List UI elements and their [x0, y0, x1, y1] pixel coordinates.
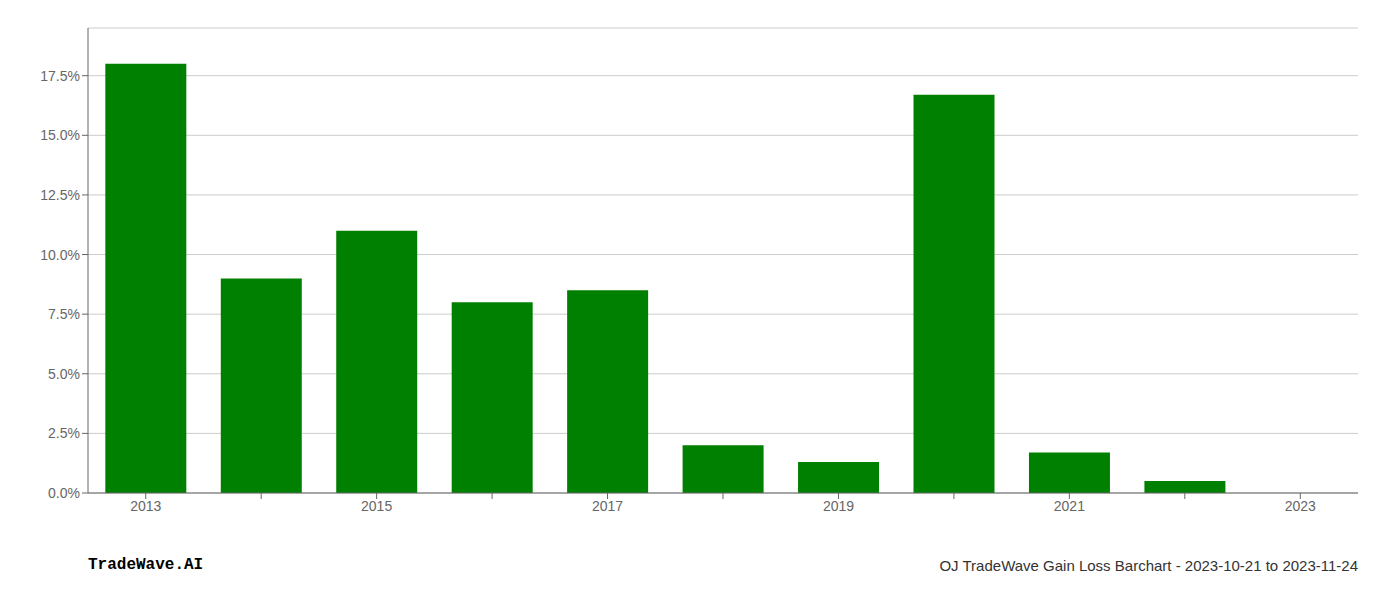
svg-text:2023: 2023	[1285, 498, 1316, 514]
svg-text:5.0%: 5.0%	[48, 366, 80, 382]
svg-text:2017: 2017	[592, 498, 623, 514]
svg-text:2021: 2021	[1054, 498, 1085, 514]
svg-text:15.0%: 15.0%	[40, 127, 80, 143]
svg-text:2.5%: 2.5%	[48, 425, 80, 441]
svg-text:0.0%: 0.0%	[48, 485, 80, 501]
svg-text:17.5%: 17.5%	[40, 68, 80, 84]
html-text:OJ TradeWave Gain Loss Barchar: OJ TradeWave Gain Loss Barchart - 2023-1…	[939, 557, 1358, 574]
svg-text:10.0%: 10.0%	[40, 247, 80, 263]
svg-text:12.5%: 12.5%	[40, 187, 80, 203]
svg-text:7.5%: 7.5%	[48, 306, 80, 322]
svg-text:2013: 2013	[130, 498, 161, 514]
svg-text:2019: 2019	[823, 498, 854, 514]
html-text:TradeWave.AI: TradeWave.AI	[88, 556, 204, 574]
svg-text:2015: 2015	[361, 498, 392, 514]
